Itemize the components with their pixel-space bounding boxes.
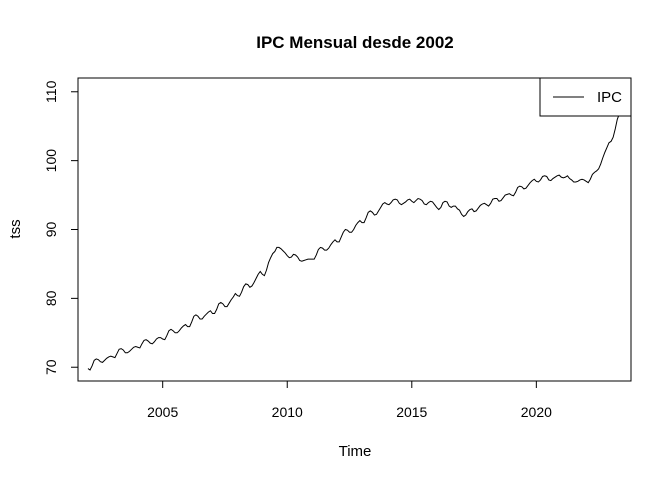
y-tick-label: 110: [43, 80, 59, 103]
x-tick-label: 2020: [521, 404, 552, 420]
legend: IPC: [539, 77, 632, 117]
y-axis: 70 80 90 100 110: [43, 80, 79, 375]
y-tick-label: 90: [43, 222, 59, 238]
x-axis: 2005 2010 2015 2020: [147, 380, 552, 420]
x-tick-label: 2010: [272, 404, 303, 420]
chart-title: IPC Mensual desde 2002: [256, 33, 453, 52]
series-line-ipc: [87, 104, 622, 371]
legend-entry-ipc: IPC: [597, 89, 622, 106]
plot-frame: [77, 77, 632, 382]
y-tick-label: 80: [43, 290, 59, 306]
y-axis-label: tss: [7, 219, 24, 238]
x-tick-label: 2015: [396, 404, 427, 420]
y-tick-label: 70: [43, 359, 59, 375]
y-tick-label: 100: [43, 149, 59, 173]
x-axis-label: Time: [339, 443, 372, 460]
x-tick-label: 2005: [147, 404, 178, 420]
